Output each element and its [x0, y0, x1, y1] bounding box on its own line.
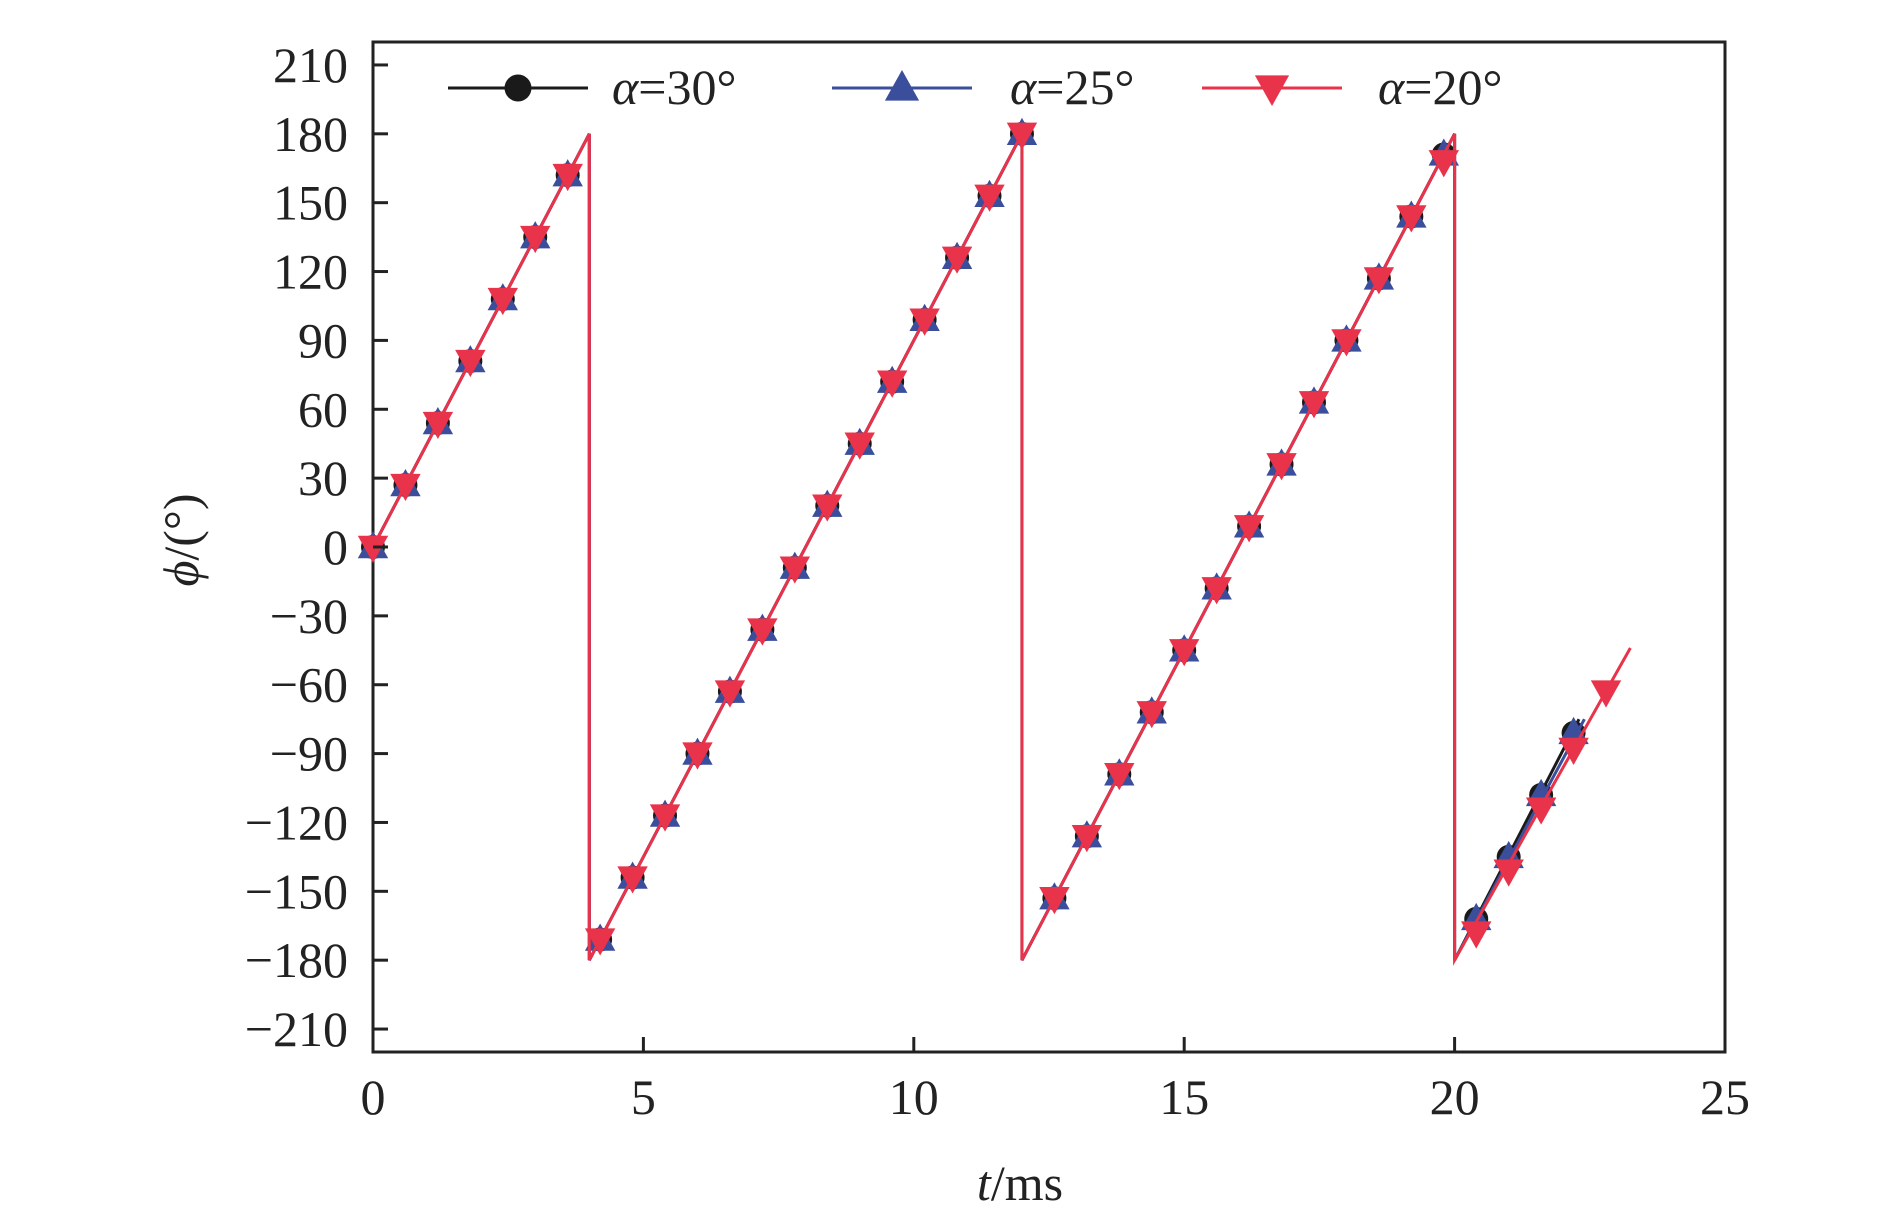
series-2-point: [812, 494, 843, 522]
y-tick-label: 150: [273, 175, 348, 231]
series-2-point: [844, 432, 875, 460]
series-layer: [357, 117, 1632, 966]
legend-label-rest: =30°: [638, 59, 736, 115]
legend: α=30° α=25° α=20°: [448, 59, 1502, 115]
y-tick-label: 60: [298, 381, 348, 437]
series-2-point: [455, 349, 486, 378]
series-2-point: [941, 246, 973, 274]
series-2-point: [1428, 150, 1459, 178]
series-2-point: [552, 163, 583, 192]
legend-label-rest: =20°: [1404, 59, 1502, 115]
series-2: [357, 122, 1632, 966]
series-2-point: [1558, 737, 1589, 765]
series-2-point: [1006, 122, 1038, 150]
series-2-point: [747, 618, 778, 646]
x-tick-label: 10: [889, 1069, 939, 1125]
series-2-point: [714, 680, 746, 708]
y-tick-label: 210: [273, 37, 348, 93]
y-tick-label: −90: [270, 726, 348, 782]
series-0-line: [371, 133, 1581, 961]
series-2-point: [487, 287, 518, 316]
series-2-point: [1363, 267, 1395, 295]
y-axis-label-var: ϕ: [153, 561, 209, 587]
y-tick-label: −180: [245, 932, 348, 988]
y-tick-label: 30: [298, 450, 348, 506]
series-2-point: [1039, 887, 1070, 915]
x-tick-label: 5: [631, 1069, 656, 1125]
legend-label: α=25°: [1010, 59, 1134, 115]
series-2-point: [1298, 391, 1330, 419]
series-2-point: [1493, 859, 1524, 887]
series-2-point: [1169, 639, 1200, 667]
series-2-point: [682, 742, 713, 770]
series-1-line: [371, 133, 1586, 961]
legend-swatch-marker: [504, 74, 532, 102]
series-2-point: [422, 411, 454, 440]
y-tick-label: −60: [270, 657, 348, 713]
legend-label-var: α: [612, 59, 640, 115]
legend-label-var: α: [1010, 59, 1038, 115]
y-tick-label: 0: [323, 519, 348, 575]
x-axis-label-var: t: [977, 1155, 992, 1211]
y-tick-label: 180: [273, 106, 348, 162]
y-tick-label: 90: [298, 312, 348, 368]
series-2-point: [1071, 825, 1103, 853]
y-tick-label: −210: [245, 1001, 348, 1057]
series-2-point: [1201, 577, 1232, 605]
legend-item-1: α=25°: [832, 59, 1134, 115]
series-2-point: [1233, 515, 1265, 543]
series-2-point: [1104, 763, 1135, 791]
series-2-point: [1461, 921, 1492, 949]
series-2-point: [909, 308, 940, 336]
series-2-point: [1590, 680, 1622, 708]
series-2-point: [1331, 329, 1362, 357]
series-2-point: [617, 866, 648, 894]
y-axis-label-unit: /(°): [153, 493, 209, 560]
y-tick-label: −120: [245, 794, 348, 850]
series-2-point: [1525, 797, 1557, 825]
legend-label: α=30°: [612, 59, 736, 115]
series-2-point: [357, 535, 389, 563]
y-tick-label: 120: [273, 244, 348, 300]
x-tick-label: 25: [1700, 1069, 1750, 1125]
series-2-point: [649, 804, 681, 832]
legend-label-rest: =25°: [1036, 59, 1134, 115]
y-axis-label: ϕ/(°): [153, 493, 209, 586]
series-2-point: [584, 928, 616, 956]
x-tick-label: 20: [1430, 1069, 1480, 1125]
series-1: [357, 117, 1589, 961]
legend-swatch-marker: [1254, 75, 1290, 106]
legend-swatch-marker: [884, 70, 920, 101]
y-tick-label: −30: [270, 588, 348, 644]
series-2-point: [390, 473, 421, 502]
x-tick-label: 0: [361, 1069, 386, 1125]
series-2-point: [876, 370, 908, 398]
series-2-point: [974, 184, 1005, 212]
x-axis-label-unit: /ms: [991, 1155, 1063, 1211]
series-2-point: [779, 556, 811, 584]
series-2-point: [520, 225, 551, 254]
series-2-point: [1266, 453, 1297, 481]
y-tick-label: −150: [245, 863, 348, 919]
legend-item-2: α=20°: [1202, 59, 1502, 115]
legend-label: α=20°: [1378, 59, 1502, 115]
legend-label-var: α: [1378, 59, 1406, 115]
series-2-point: [1396, 205, 1427, 233]
series-2-point: [1136, 701, 1167, 729]
x-axis-label: t/ms: [977, 1155, 1063, 1211]
legend-item-0: α=30°: [448, 59, 736, 115]
x-tick-label: 15: [1159, 1069, 1209, 1125]
series-2-line: [371, 133, 1632, 966]
ticks-layer: 0 5 10 15 20 25 210 180 150 120 90 60 30 0 −30 −60 −90 −1…: [245, 37, 1750, 1125]
